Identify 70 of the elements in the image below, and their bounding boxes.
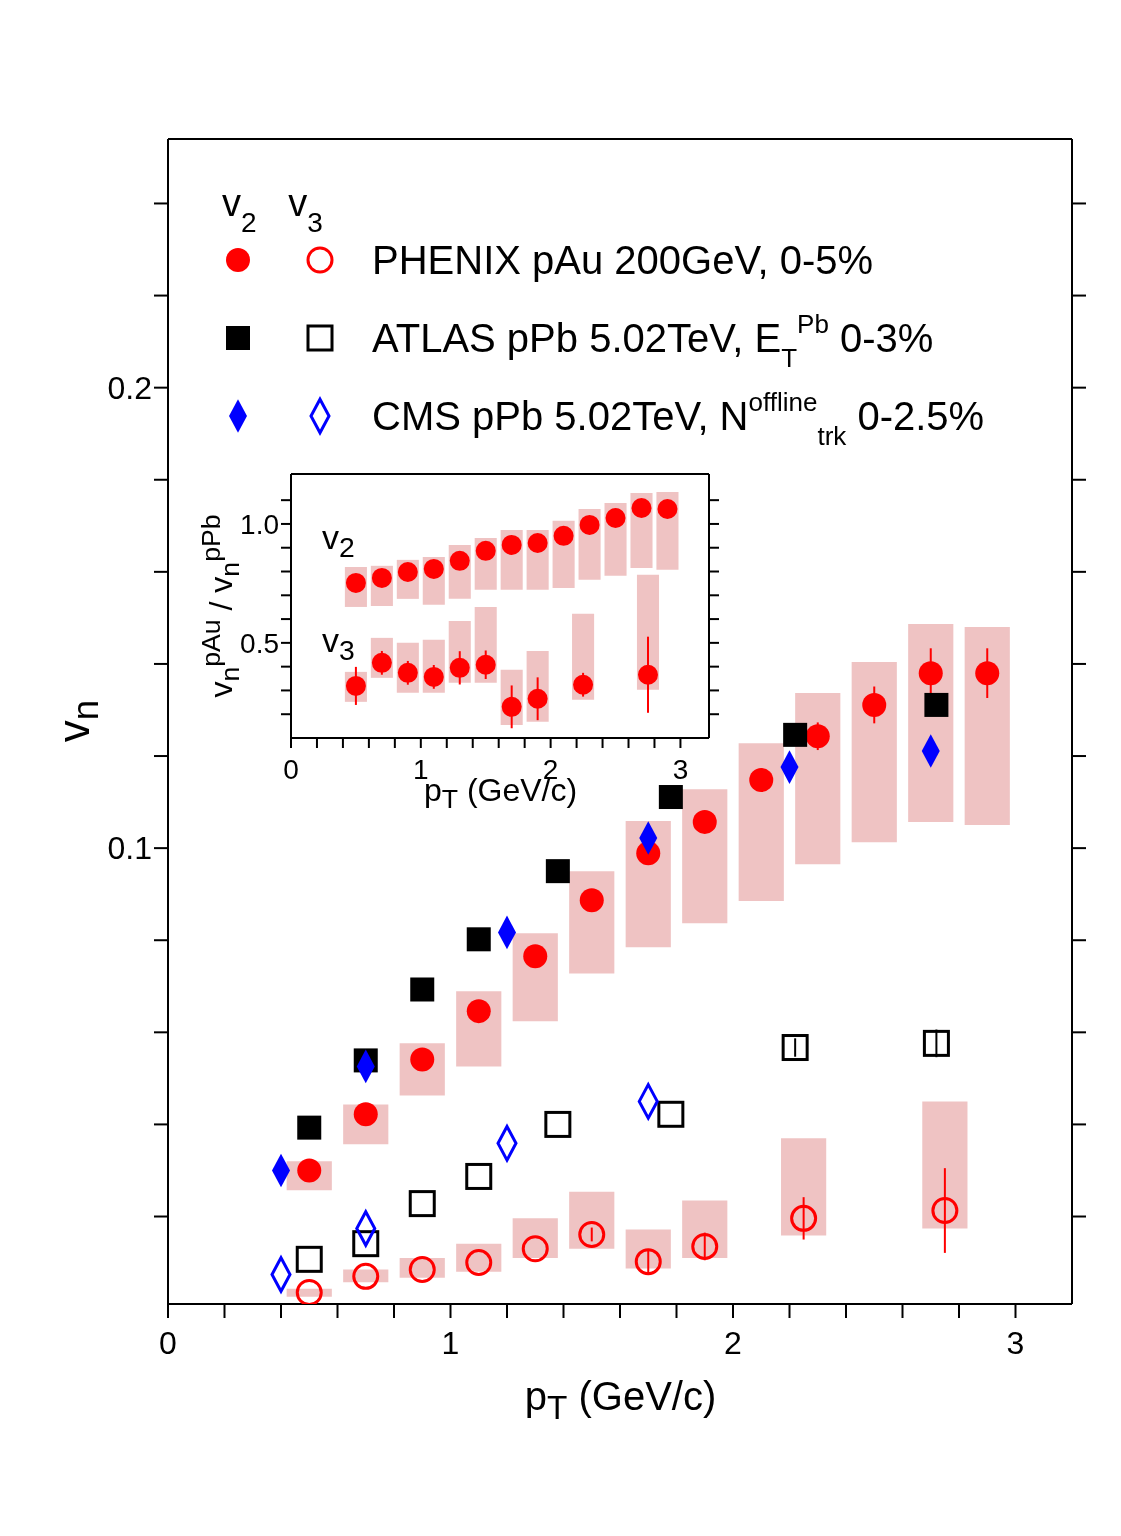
bar	[569, 871, 615, 974]
legend-label: ATLAS pPb 5.02TeV, E$_{T}$$^{Pb}$ 0-3%	[372, 309, 934, 373]
point	[545, 859, 570, 884]
x-tick-label: 3	[1006, 1324, 1025, 1361]
point	[527, 688, 548, 709]
point	[352, 1230, 380, 1258]
point	[408, 1190, 436, 1218]
point	[501, 534, 522, 555]
point	[691, 1232, 719, 1260]
series-label: v$_{3}$	[321, 620, 355, 667]
legend-label: PHENIX pAu 200GeV, 0-5%	[372, 238, 874, 282]
bar	[964, 627, 1010, 826]
bar	[781, 1138, 827, 1236]
point	[295, 1245, 323, 1273]
point	[658, 785, 683, 810]
bar	[922, 1101, 968, 1229]
point	[573, 674, 594, 695]
point	[657, 498, 678, 519]
point	[475, 540, 496, 561]
x-axis-title: p$_{T}$ (GeV/c)	[523, 1374, 718, 1427]
point	[466, 927, 491, 952]
y-tick-label: 0.2	[107, 370, 152, 407]
point	[922, 1029, 950, 1057]
x-tick-label: 2	[724, 1324, 742, 1361]
point	[466, 999, 491, 1024]
point	[465, 1162, 493, 1190]
point	[523, 944, 548, 969]
point	[475, 654, 496, 675]
point	[579, 888, 604, 913]
point	[637, 664, 658, 685]
point	[692, 809, 717, 834]
x-tick-label: 3	[672, 754, 689, 786]
bar	[851, 662, 897, 843]
point	[410, 977, 435, 1002]
point	[295, 1278, 323, 1304]
point	[790, 1204, 818, 1232]
y-tick-label: 0.1	[107, 830, 152, 867]
bar	[682, 789, 728, 924]
bar	[738, 743, 784, 902]
point	[931, 1197, 959, 1225]
x-tick-label: 0	[159, 1324, 177, 1361]
point	[297, 1115, 322, 1140]
point	[749, 767, 774, 792]
point	[423, 558, 444, 579]
point	[781, 1034, 809, 1062]
bar	[682, 1200, 728, 1258]
point	[918, 661, 943, 686]
point	[527, 532, 548, 553]
point	[408, 1255, 436, 1283]
point	[924, 692, 949, 717]
point	[862, 692, 887, 717]
point	[605, 508, 626, 528]
point	[579, 514, 600, 535]
point	[449, 550, 470, 571]
point	[553, 525, 574, 546]
y-tick-label: 1.0	[240, 508, 279, 540]
point	[631, 498, 652, 519]
legend-title: v$_{2}$ v$_{3}$	[222, 182, 323, 238]
point	[449, 657, 470, 678]
x-tick-label: 1	[441, 1324, 460, 1361]
point	[657, 1100, 685, 1128]
series-label: v$_{2}$	[321, 517, 355, 564]
point	[805, 724, 830, 749]
point	[783, 722, 808, 747]
point	[975, 661, 1000, 686]
point	[352, 1262, 380, 1290]
point	[544, 1110, 572, 1138]
x-tick-label: 0	[283, 754, 299, 786]
legend-label: CMS pPb 5.02TeV, N$^{offline}$$_{trk}$ 0-2.5%	[372, 387, 985, 451]
bar	[512, 1218, 558, 1258]
